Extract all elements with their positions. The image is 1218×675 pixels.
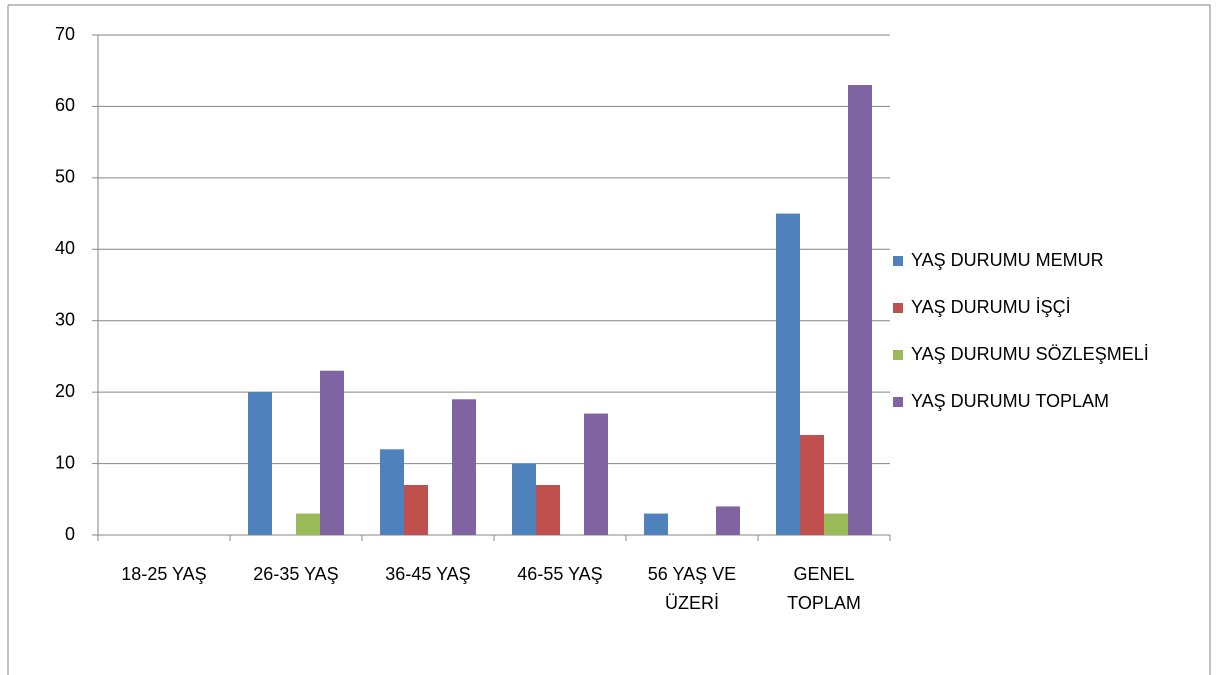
x-tick-label: 36-45 YAŞ bbox=[385, 564, 470, 584]
x-tick-label: 56 YAŞ VE ÜZERİ bbox=[648, 564, 736, 613]
y-tick-label: 10 bbox=[55, 452, 75, 472]
x-tick-label: 46-55 YAŞ bbox=[517, 564, 602, 584]
bar bbox=[800, 435, 824, 535]
bar bbox=[716, 506, 740, 535]
bar bbox=[296, 513, 320, 535]
y-tick-label: 60 bbox=[55, 95, 75, 115]
bar bbox=[380, 449, 404, 535]
bar bbox=[452, 399, 476, 535]
bar bbox=[644, 513, 668, 535]
y-tick-label: 30 bbox=[55, 309, 75, 329]
x-tick-label: 18-25 YAŞ bbox=[121, 564, 206, 584]
bar bbox=[848, 85, 872, 535]
legend-swatch bbox=[893, 303, 903, 313]
y-tick-label: 0 bbox=[65, 524, 75, 544]
bar bbox=[404, 485, 428, 535]
legend-label: YAŞ DURUMU İŞÇİ bbox=[911, 297, 1071, 317]
bar bbox=[776, 213, 800, 536]
bar bbox=[536, 485, 560, 535]
bar bbox=[584, 413, 608, 535]
legend-swatch bbox=[893, 350, 903, 360]
y-tick-label: 40 bbox=[55, 238, 75, 258]
legend-swatch bbox=[893, 256, 903, 266]
y-tick-label: 50 bbox=[55, 167, 75, 187]
legend-label: YAŞ DURUMU SÖZLEŞMELİ bbox=[911, 344, 1149, 364]
y-tick-label: 70 bbox=[55, 24, 75, 44]
x-tick-label: 26-35 YAŞ bbox=[253, 564, 338, 584]
legend-swatch bbox=[893, 397, 903, 407]
y-tick-label: 20 bbox=[55, 381, 75, 401]
bar bbox=[824, 513, 848, 535]
bar bbox=[320, 370, 344, 535]
legend-label: YAŞ DURUMU TOPLAM bbox=[911, 391, 1109, 411]
legend-label: YAŞ DURUMU MEMUR bbox=[911, 250, 1104, 270]
bar bbox=[512, 463, 536, 535]
bar bbox=[248, 392, 272, 535]
x-tick-label: GENEL TOPLAM bbox=[787, 564, 861, 613]
